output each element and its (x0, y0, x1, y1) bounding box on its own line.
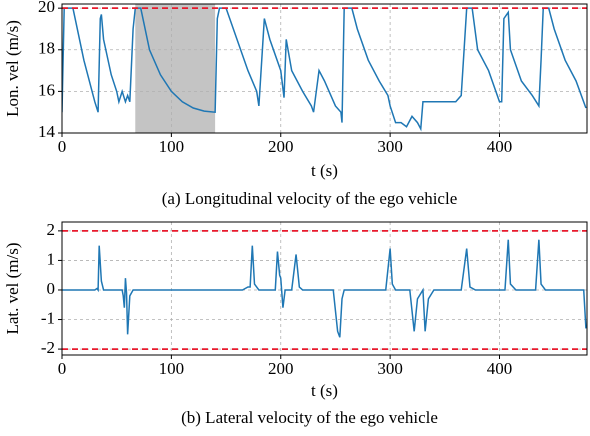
y-tick-label: 18 (38, 39, 55, 58)
shaded-span (135, 4, 216, 133)
y-tick-label: 14 (38, 122, 56, 141)
y-tick-label: 0 (47, 279, 56, 298)
y-tick-label: 20 (38, 0, 55, 16)
x-tick-label: 0 (58, 359, 67, 378)
x-tick-label: 400 (487, 359, 513, 378)
y-tick-label: -2 (41, 338, 55, 357)
y-tick-label: 16 (38, 80, 55, 99)
y-axis-label: Lon. vel (m/s) (3, 20, 22, 117)
x-tick-label: 400 (487, 137, 513, 156)
x-tick-label: 200 (268, 359, 294, 378)
y-axis-label: Lat. vel (m/s) (3, 242, 22, 334)
axes-frame (61, 221, 588, 356)
x-tick-label: 300 (377, 137, 403, 156)
caption: (b) Lateral velocity of the ego vehicle (181, 408, 438, 427)
x-tick-label: 200 (268, 137, 294, 156)
y-tick-label: -1 (41, 308, 55, 327)
x-tick-label: 0 (58, 137, 67, 156)
series-line (62, 7, 587, 132)
x-tick-label: 100 (159, 359, 185, 378)
axes-frame (61, 3, 588, 134)
x-tick-label: 100 (159, 137, 185, 156)
y-tick-label: 1 (47, 249, 56, 268)
caption: (a) Longitudinal velocity of the ego veh… (162, 189, 458, 208)
x-tick-label: 300 (377, 359, 403, 378)
y-tick-label: 2 (47, 220, 56, 239)
series-line (62, 239, 587, 338)
x-axis-label: t (s) (311, 161, 338, 180)
x-axis-label: t (s) (311, 381, 338, 400)
